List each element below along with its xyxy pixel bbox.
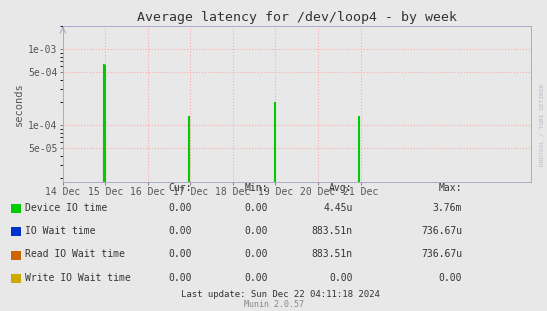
Text: 0.00: 0.00 [245, 273, 268, 283]
Text: 883.51n: 883.51n [312, 249, 353, 259]
Text: Min:: Min: [245, 183, 268, 193]
Text: Write IO Wait time: Write IO Wait time [25, 273, 131, 283]
Text: 0.00: 0.00 [168, 273, 191, 283]
Text: 0.00: 0.00 [168, 203, 191, 213]
Text: 0.00: 0.00 [439, 273, 462, 283]
Text: 0.00: 0.00 [245, 203, 268, 213]
Text: 0.00: 0.00 [245, 249, 268, 259]
Title: Average latency for /dev/loop4 - by week: Average latency for /dev/loop4 - by week [137, 11, 457, 24]
Text: 736.67u: 736.67u [421, 226, 462, 236]
Text: 3.76m: 3.76m [433, 203, 462, 213]
Text: Read IO Wait time: Read IO Wait time [25, 249, 125, 259]
Text: 0.00: 0.00 [168, 249, 191, 259]
Y-axis label: seconds: seconds [14, 82, 24, 126]
Text: 0.00: 0.00 [329, 273, 353, 283]
Text: 736.67u: 736.67u [421, 249, 462, 259]
Text: 883.51n: 883.51n [312, 226, 353, 236]
Text: IO Wait time: IO Wait time [25, 226, 96, 236]
Text: 0.00: 0.00 [168, 226, 191, 236]
Text: RRDTOOL / TOBI OETIKER: RRDTOOL / TOBI OETIKER [539, 83, 544, 166]
Text: 4.45u: 4.45u [323, 203, 353, 213]
Text: Max:: Max: [439, 183, 462, 193]
Text: 0.00: 0.00 [245, 226, 268, 236]
Text: Avg:: Avg: [329, 183, 353, 193]
Text: Last update: Sun Dec 22 04:11:18 2024: Last update: Sun Dec 22 04:11:18 2024 [181, 290, 380, 299]
Text: Device IO time: Device IO time [25, 203, 107, 213]
Text: Cur:: Cur: [168, 183, 191, 193]
Text: Munin 2.0.57: Munin 2.0.57 [243, 300, 304, 309]
